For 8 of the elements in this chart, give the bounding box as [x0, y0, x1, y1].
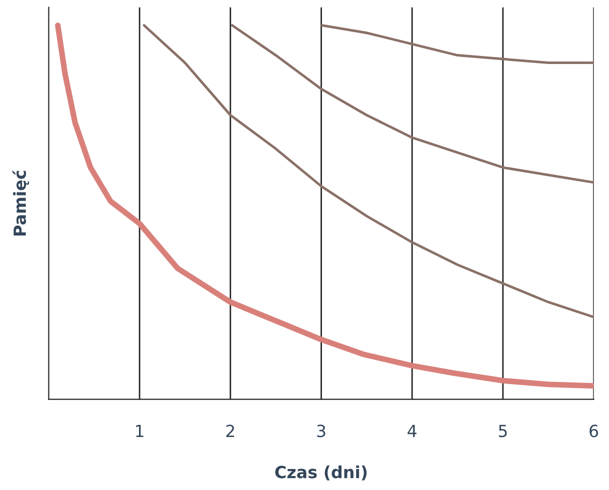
x-tick-label: 4: [408, 424, 416, 438]
x-tick-label: 1: [136, 424, 144, 438]
x-tick-label: 6: [590, 424, 598, 438]
x-tick-label: 2: [226, 424, 234, 438]
x-tick-label: 5: [498, 424, 507, 438]
x-axis-title: Czas (dni): [275, 465, 367, 480]
y-axis-title: Pamięć: [12, 170, 30, 236]
x-tick-label: 3: [317, 424, 326, 438]
